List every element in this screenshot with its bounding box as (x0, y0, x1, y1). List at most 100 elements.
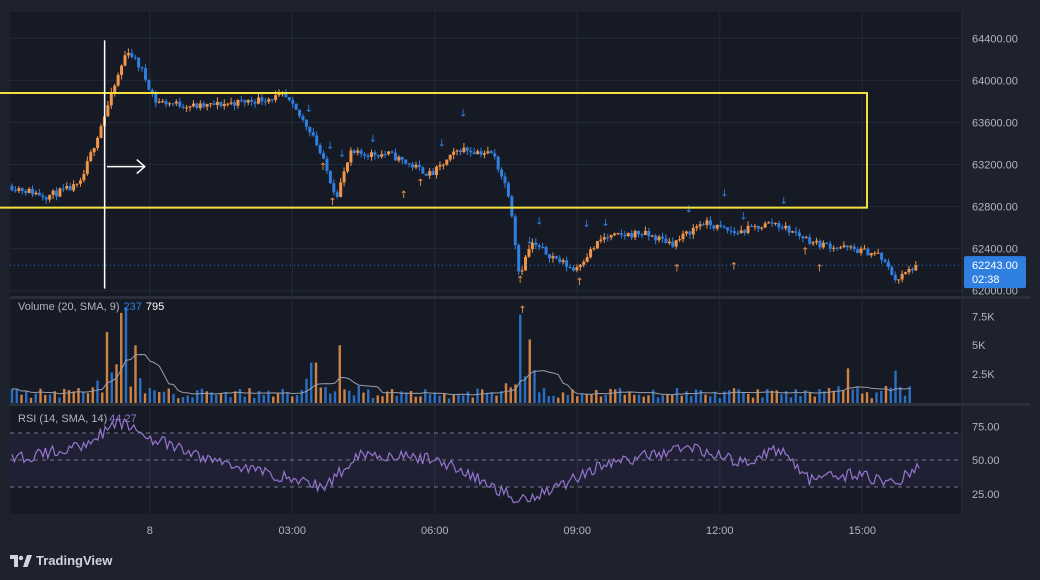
volume-bar (542, 388, 546, 403)
candle-body (818, 240, 822, 248)
candle-body (96, 137, 100, 149)
volume-bar (485, 392, 489, 403)
candle-body (414, 164, 418, 168)
volume-bar (685, 391, 688, 403)
candle-body (178, 101, 182, 107)
price-axis-tick-label: 64000.00 (972, 75, 1018, 87)
candle-body (465, 147, 469, 151)
candle-body (640, 234, 644, 236)
candle-body (681, 233, 685, 240)
candle-body (530, 242, 534, 250)
candle-body (10, 185, 14, 191)
candle-body (339, 182, 343, 197)
volume-bar (595, 389, 598, 403)
candle-body (616, 233, 620, 235)
candle-body (346, 162, 350, 172)
volume-bar (661, 395, 664, 403)
candle-body (332, 183, 336, 193)
candle-body (181, 106, 185, 108)
candle-body (27, 188, 31, 193)
candle-body (708, 220, 712, 226)
volume-bar (751, 397, 755, 403)
candle-body (784, 225, 788, 229)
volume-bar (813, 396, 816, 403)
candles (10, 48, 918, 284)
candle-body (215, 102, 219, 106)
candle-body (876, 252, 880, 254)
candle-body (794, 231, 798, 233)
candle-body (144, 68, 148, 80)
volume-bar (642, 396, 645, 403)
volume-bar (86, 393, 90, 403)
candle-body (458, 150, 462, 153)
volume-bar (785, 391, 788, 403)
candle-body (435, 166, 439, 175)
volume-legend-value-2: 795 (145, 301, 165, 313)
candle-body (51, 190, 55, 195)
volume-bar (447, 398, 451, 403)
candle-body (585, 257, 589, 262)
volume-bar (799, 395, 802, 403)
grid-lines (10, 12, 962, 514)
volume-bar (675, 388, 679, 403)
volume-bar (903, 395, 907, 403)
volume-bar (333, 391, 337, 403)
volume-bar (196, 390, 199, 403)
volume-bar (229, 397, 232, 403)
volume-bar (362, 392, 365, 403)
volume-bar (899, 386, 902, 403)
candle-body (469, 150, 473, 153)
volume-bar (880, 390, 883, 403)
candle-body (804, 237, 808, 239)
volume-bar (723, 391, 726, 403)
candle-body (544, 247, 548, 255)
candle-body (821, 242, 825, 248)
time-axis-tick-label: 06:00 (421, 525, 449, 537)
candle-body (167, 103, 171, 105)
volume-bar (443, 393, 446, 403)
candle-body (72, 184, 76, 191)
volume-bar (846, 368, 850, 403)
candle-body (407, 163, 411, 165)
volume-bar (875, 392, 878, 403)
volume-bar (690, 396, 693, 403)
candle-body (578, 264, 582, 268)
candle-body (613, 233, 617, 236)
signals: ↑↑↑↑↑↑↑↑ ↑↑↑↓↓↓↓ ↓↓↓↓ ↓ ↓↓↓↓↓ (305, 104, 824, 316)
candle-body (845, 245, 849, 248)
candle-body (558, 258, 562, 263)
volume-bar (314, 362, 318, 403)
candle-body (99, 126, 103, 138)
rsi-legend: RSI (14, SMA, 14) 44.27 (18, 413, 137, 425)
volume-bar (633, 394, 636, 403)
candle-body (256, 97, 260, 104)
candle-body (869, 253, 873, 256)
candle-body (322, 153, 326, 159)
volume-bar (481, 389, 484, 403)
tradingview-logo[interactable]: TradingView (10, 553, 112, 568)
candle-body (352, 150, 356, 153)
volume-bar (837, 386, 840, 403)
volume-bar (794, 389, 797, 403)
volume-bar (58, 397, 61, 403)
sell-signal-arrow-icon: ↓ (305, 104, 313, 115)
candle-body (202, 103, 206, 107)
volume-bar (215, 394, 218, 403)
candle-body (126, 52, 130, 56)
volume-bar (419, 396, 422, 403)
candle-body (688, 231, 692, 235)
volume-bar (756, 389, 759, 403)
candle-body (120, 65, 124, 75)
volume-bar (666, 394, 669, 403)
candle-body (188, 106, 192, 108)
volume-bar (348, 390, 351, 403)
range-box (0, 91, 868, 209)
sell-signal-arrow-icon: ↓ (780, 196, 788, 207)
volume-bar (310, 362, 313, 403)
candle-body (68, 186, 72, 191)
volume-bar (590, 394, 593, 403)
candle-body (537, 245, 541, 248)
candle-body (500, 169, 504, 177)
candle-body (749, 225, 753, 227)
